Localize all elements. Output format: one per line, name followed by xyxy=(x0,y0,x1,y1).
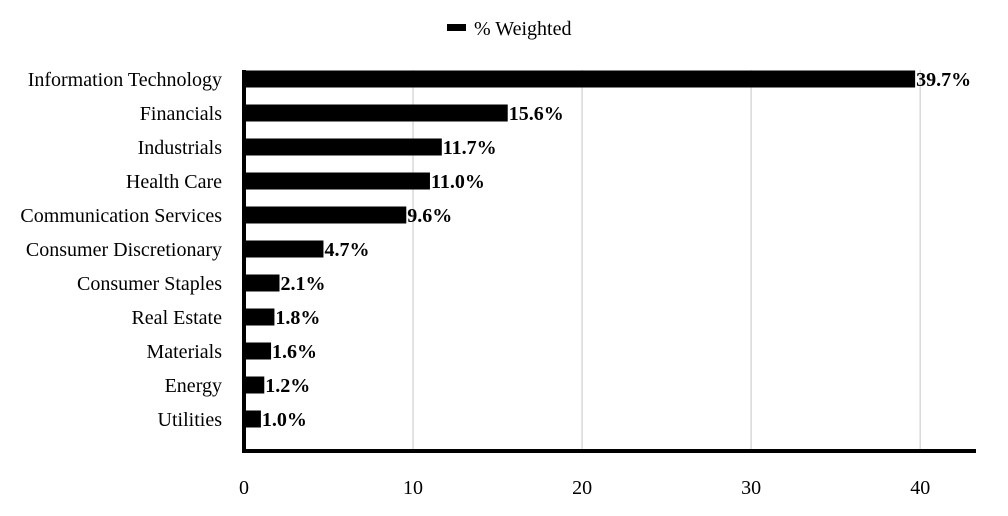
legend-label: % Weighted xyxy=(474,18,571,40)
category-label-8: Materials xyxy=(146,341,222,363)
data-label-0: 39.7% xyxy=(916,69,971,91)
category-label-1: Financials xyxy=(140,103,222,125)
x-tick-label-0: 0 xyxy=(239,477,249,499)
category-label-3: Health Care xyxy=(126,171,222,193)
x-tick-label-10: 10 xyxy=(403,477,423,499)
data-label-7: 1.8% xyxy=(275,307,320,329)
x-tick-label-20: 20 xyxy=(572,477,592,499)
bar-10 xyxy=(244,410,261,428)
category-label-6: Consumer Staples xyxy=(77,273,222,295)
category-label-9: Energy xyxy=(165,375,222,397)
bar-5 xyxy=(244,240,324,258)
category-label-7: Real Estate xyxy=(131,307,222,329)
bar-1 xyxy=(244,104,508,122)
bar-8 xyxy=(244,342,272,360)
bar-0 xyxy=(244,70,916,88)
bar-9 xyxy=(244,376,265,394)
category-label-2: Industrials xyxy=(138,137,223,159)
data-label-6: 2.1% xyxy=(281,273,326,295)
data-label-4: 9.6% xyxy=(407,205,452,227)
category-label-4: Communication Services xyxy=(20,205,222,227)
gridlines xyxy=(412,70,921,451)
data-label-1: 15.6% xyxy=(509,103,564,125)
legend-swatch xyxy=(447,24,466,31)
data-label-10: 1.0% xyxy=(262,409,307,431)
bar-3 xyxy=(244,172,430,190)
x-tick-label-40: 40 xyxy=(910,477,930,499)
bar-2 xyxy=(244,138,442,156)
data-label-9: 1.2% xyxy=(265,375,310,397)
bar-6 xyxy=(244,274,280,292)
bar-4 xyxy=(244,206,407,224)
category-label-10: Utilities xyxy=(158,409,223,431)
data-label-3: 11.0% xyxy=(431,171,485,193)
category-label-5: Consumer Discretionary xyxy=(26,239,222,261)
axes xyxy=(242,70,976,453)
category-label-0: Information Technology xyxy=(28,69,222,91)
x-tick-label-30: 30 xyxy=(741,477,761,499)
x-tick-labels: 0 10 20 30 40 xyxy=(239,477,930,499)
bar-7 xyxy=(244,308,275,326)
legend: % Weighted xyxy=(447,18,571,40)
bars xyxy=(244,70,916,428)
data-label-5: 4.7% xyxy=(324,239,369,261)
category-labels: Information Technology Financials Industri… xyxy=(20,69,222,431)
data-label-8: 1.6% xyxy=(272,341,317,363)
data-labels: 39.7% 15.6% 11.7% 11.0% 9.6% 4.7% 2.1% 1.8% 1.6%… xyxy=(262,69,971,431)
data-label-2: 11.7% xyxy=(443,137,497,159)
